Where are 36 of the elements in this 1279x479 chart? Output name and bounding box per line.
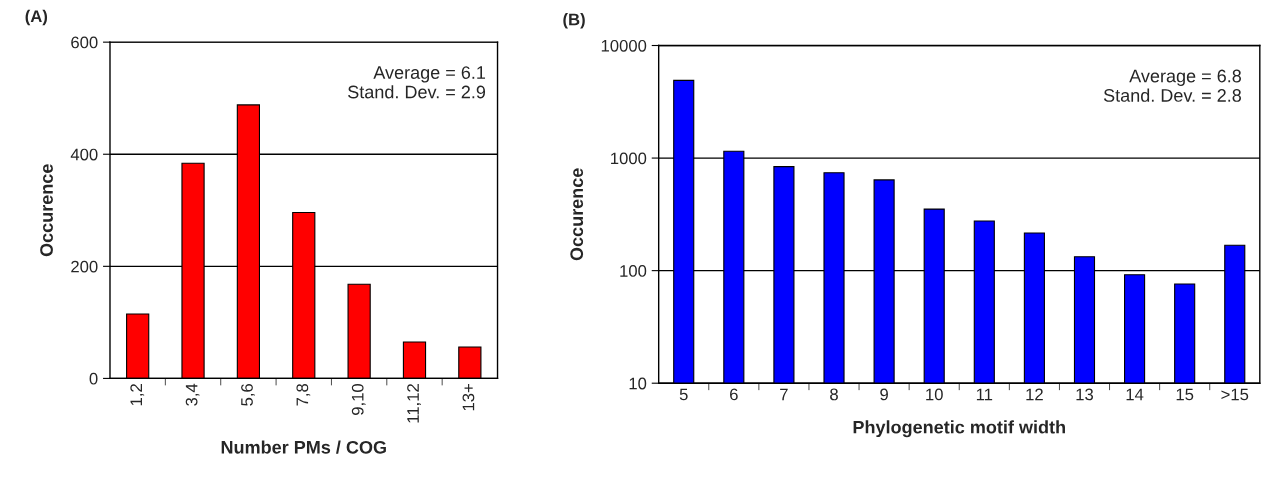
x-tick-label: 3,4 — [185, 383, 200, 406]
x-tick-label: 13 — [1076, 388, 1094, 401]
x-tick-label: 12 — [1026, 388, 1043, 401]
y-tick-label: 10000 — [601, 39, 647, 52]
x-tick-label: 10 — [926, 388, 943, 401]
x-tick-label: 9,10 — [351, 383, 366, 415]
x-tick-label: 6 — [730, 388, 738, 401]
x-tick-label: 15 — [1176, 388, 1194, 401]
y-tick-label: 400 — [70, 148, 98, 161]
x-axis-title: Phylogenetic motif width — [853, 420, 1065, 438]
x-tick-label: 7 — [780, 388, 788, 401]
x-tick-label: 5,6 — [241, 384, 255, 406]
x-tick-label: 7,8 — [296, 383, 311, 406]
y-tick-label: 100 — [620, 265, 647, 277]
annotation: Stand. Dev. = 2.9 — [348, 85, 486, 99]
y-tick-label: 200 — [71, 260, 98, 273]
annotation: Average = 6.1 — [373, 66, 486, 83]
y-axis-title: Occurence — [40, 164, 53, 257]
annotation: Stand. Dev. = 2.8 — [1103, 88, 1241, 102]
x-tick-label: 1,2 — [130, 384, 145, 406]
x-tick-label: >15 — [1221, 388, 1249, 401]
x-tick-label: 13+ — [462, 384, 475, 411]
chart-title: (B) — [563, 13, 585, 29]
y-tick-label: 600 — [71, 36, 98, 49]
annotation: Average = 6.8 — [1129, 69, 1241, 86]
x-tick-label: 14 — [1126, 388, 1144, 401]
x-axis-title: Number PMs / COG — [221, 440, 386, 454]
y-axis-title: Occurence — [570, 168, 584, 261]
x-tick-label: 9 — [880, 388, 888, 401]
x-tick-label: 8 — [830, 388, 838, 401]
y-tick-label: 1000 — [611, 152, 647, 165]
y-tick-label: 0 — [89, 372, 98, 385]
x-tick-label: 11 — [976, 388, 993, 401]
x-tick-label: 5 — [679, 388, 688, 401]
chart-title: (A) — [25, 9, 48, 26]
x-tick-label: 11,12 — [407, 384, 421, 423]
